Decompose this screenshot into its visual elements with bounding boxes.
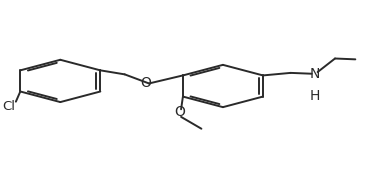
- Text: O: O: [174, 105, 185, 119]
- Text: Cl: Cl: [3, 100, 16, 113]
- Text: H: H: [310, 89, 320, 103]
- Text: O: O: [140, 77, 151, 90]
- Text: N: N: [310, 67, 320, 81]
